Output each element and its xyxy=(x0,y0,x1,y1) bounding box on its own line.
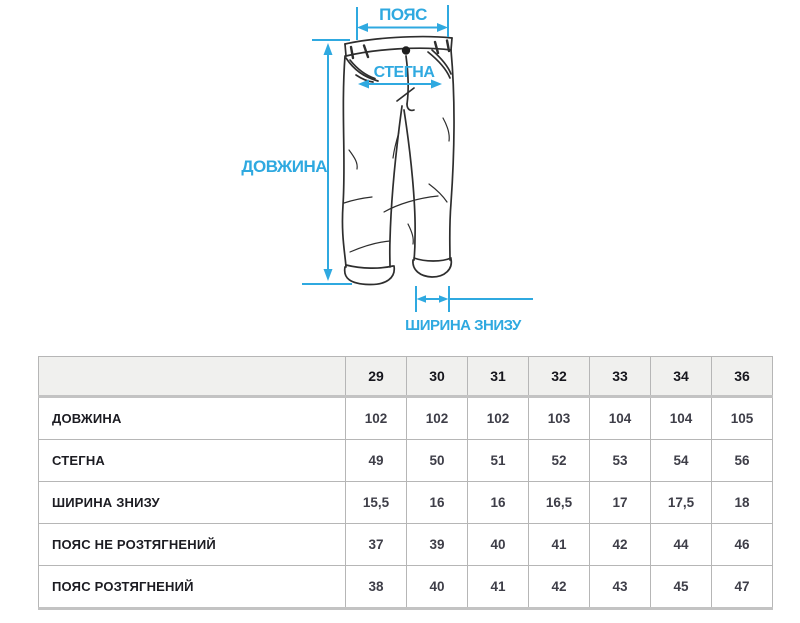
length-label: ДОВЖИНА xyxy=(241,157,327,176)
measurement-value-cell: 54 xyxy=(650,439,712,482)
measurement-row-label: СТЕГНА xyxy=(38,439,346,482)
measurement-row-label: ДОВЖИНА xyxy=(38,396,346,440)
measurement-value-cell: 56 xyxy=(711,439,773,482)
measurement-value-cell: 105 xyxy=(711,396,773,440)
measurement-value-cell: 102 xyxy=(467,396,529,440)
measurement-value-cell: 15,5 xyxy=(345,481,407,524)
measurement-value-cell: 17,5 xyxy=(650,481,712,524)
measurement-value-cell: 104 xyxy=(650,396,712,440)
size-table-corner-cell xyxy=(38,356,346,398)
measurement-row-label: ПОЯС НЕ РОЗТЯГНЕНИЙ xyxy=(38,523,346,566)
measurement-value-cell: 41 xyxy=(528,523,590,566)
measurement-value-cell: 17 xyxy=(589,481,651,524)
measurement-row: ПОЯС РОЗТЯГНЕНИЙ 38 40 41 42 43 45 47 xyxy=(38,565,773,610)
size-column-header: 33 xyxy=(589,356,651,398)
measurement-value-cell: 43 xyxy=(589,565,651,610)
size-column-header: 34 xyxy=(650,356,712,398)
waist-label: ПОЯС xyxy=(379,5,427,24)
hips-measure-arrow xyxy=(358,79,442,89)
size-column-header: 32 xyxy=(528,356,590,398)
measurement-row-label: ПОЯС РОЗТЯГНЕНИЙ xyxy=(38,565,346,610)
size-column-header: 30 xyxy=(406,356,468,398)
measurement-value-cell: 18 xyxy=(711,481,773,524)
measurement-value-cell: 16 xyxy=(406,481,468,524)
measurement-value-cell: 42 xyxy=(528,565,590,610)
measurement-row: ШИРИНА ЗНИЗУ 15,5 16 16 16,5 17 17,5 18 xyxy=(38,481,773,524)
measurement-row: ПОЯС НЕ РОЗТЯГНЕНИЙ 37 39 40 41 42 44 46 xyxy=(38,523,773,566)
measurement-row-label: ШИРИНА ЗНИЗУ xyxy=(38,481,346,524)
size-column-header: 31 xyxy=(467,356,529,398)
bottom-width-measure-arrow xyxy=(415,286,533,312)
measurement-value-cell: 47 xyxy=(711,565,773,610)
measurement-value-cell: 46 xyxy=(711,523,773,566)
size-column-header: 29 xyxy=(345,356,407,398)
measurement-row: СТЕГНА 49 50 51 52 53 54 56 xyxy=(38,439,773,482)
measurement-value-cell: 102 xyxy=(406,396,468,440)
measurement-value-cell: 103 xyxy=(528,396,590,440)
measurement-value-cell: 53 xyxy=(589,439,651,482)
bottom-width-label: ШИРИНА ЗНИЗУ xyxy=(405,317,522,334)
jeans-button xyxy=(401,46,411,55)
measurement-value-cell: 39 xyxy=(406,523,468,566)
measurement-value-cell: 52 xyxy=(528,439,590,482)
measurement-value-cell: 40 xyxy=(467,523,529,566)
measurement-value-cell: 37 xyxy=(345,523,407,566)
measurement-value-cell: 44 xyxy=(650,523,712,566)
measurement-value-cell: 45 xyxy=(650,565,712,610)
measurement-value-cell: 42 xyxy=(589,523,651,566)
size-table: 29 30 31 32 33 34 36 ДОВЖИНА 102 102 102 103 104 104… xyxy=(38,356,773,610)
measurement-value-cell: 50 xyxy=(406,439,468,482)
fabric-wrinkles xyxy=(343,117,450,253)
measurement-value-cell: 104 xyxy=(589,396,651,440)
measurement-value-cell: 16 xyxy=(467,481,529,524)
measurement-value-cell: 51 xyxy=(467,439,529,482)
measurement-value-cell: 49 xyxy=(345,439,407,482)
measurement-value-cell: 41 xyxy=(467,565,529,610)
hips-label: СТЕГНА xyxy=(374,64,436,81)
measurement-value-cell: 38 xyxy=(345,565,407,610)
measurement-value-cell: 102 xyxy=(345,396,407,440)
size-header-row: 29 30 31 32 33 34 36 xyxy=(38,356,773,398)
measurement-row: ДОВЖИНА 102 102 102 103 104 104 105 xyxy=(38,396,773,440)
size-column-header: 36 xyxy=(711,356,773,398)
measurement-value-cell: 16,5 xyxy=(528,481,590,524)
jeans-measurement-diagram: ПОЯС СТЕГНА ДОВЖИНА xyxy=(241,5,533,334)
length-measure-arrow xyxy=(302,39,352,285)
jeans-outline-graphic xyxy=(341,35,455,286)
measurement-value-cell: 40 xyxy=(406,565,468,610)
belt-loops xyxy=(349,39,451,60)
waist-measure-arrow xyxy=(356,5,449,40)
